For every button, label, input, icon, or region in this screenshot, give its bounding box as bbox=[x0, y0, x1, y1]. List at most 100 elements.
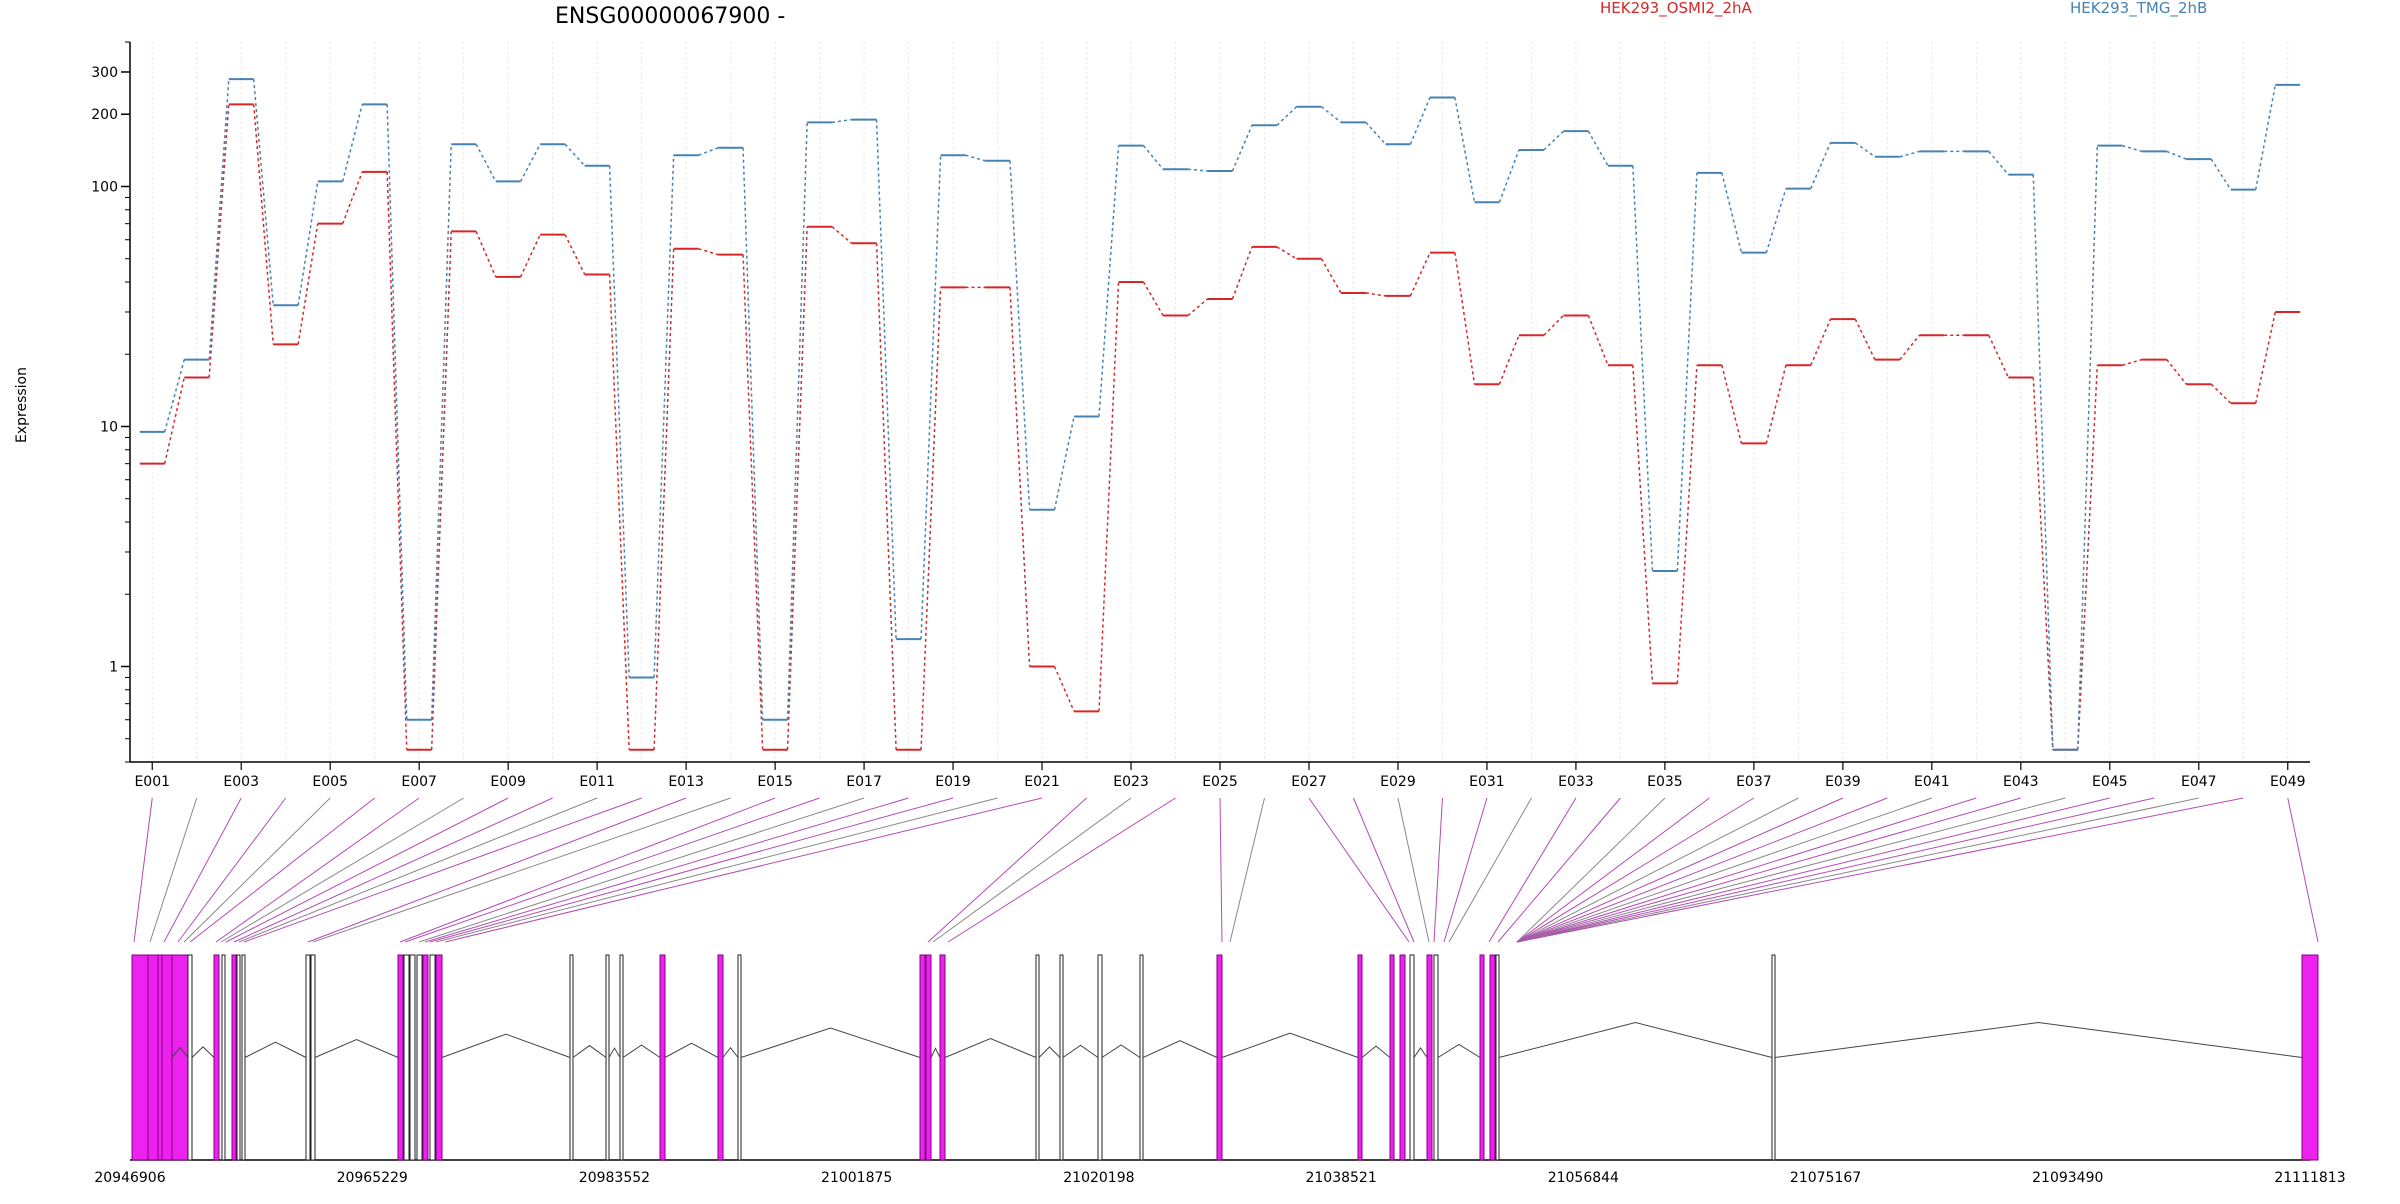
intron-line bbox=[191, 1046, 215, 1058]
exon-block bbox=[1139, 954, 1144, 1161]
connector-line bbox=[519, 234, 541, 278]
exon-block bbox=[1035, 954, 1040, 1161]
exon-block bbox=[403, 954, 410, 1161]
exon-connector bbox=[307, 797, 687, 943]
exon-connector bbox=[1516, 797, 1977, 943]
connector-line bbox=[742, 147, 764, 720]
connector-line bbox=[1231, 246, 1253, 300]
exon-connector bbox=[133, 797, 153, 943]
connector-line bbox=[965, 154, 986, 162]
connector-line bbox=[208, 104, 230, 378]
exon-block bbox=[231, 954, 237, 1161]
exon-block bbox=[435, 954, 443, 1161]
exon-block bbox=[919, 954, 926, 1161]
y-tick-label: 100 bbox=[91, 179, 118, 195]
connector-line bbox=[2166, 359, 2187, 385]
connector-line bbox=[163, 359, 186, 433]
x-tick-label: E021 bbox=[1024, 774, 1060, 790]
exon-connector bbox=[435, 797, 998, 943]
y-tick-label: 300 bbox=[91, 65, 118, 81]
connector-line bbox=[1988, 334, 2010, 378]
exon-connector bbox=[429, 797, 954, 943]
connector-line bbox=[1765, 365, 1787, 444]
exon-block bbox=[310, 954, 316, 1161]
connector-line bbox=[1676, 172, 1698, 572]
connector-line bbox=[2122, 144, 2143, 153]
exon-block bbox=[187, 954, 193, 1161]
connector-line bbox=[430, 144, 452, 720]
exon-connector bbox=[927, 797, 1087, 943]
series-line bbox=[139, 103, 2301, 751]
connector-line bbox=[564, 143, 586, 167]
x-tick-label: E047 bbox=[2181, 774, 2217, 790]
exon-connector bbox=[1516, 797, 2110, 943]
exon-connector bbox=[1229, 797, 1265, 943]
exon-connector bbox=[1516, 797, 1933, 943]
genome-tick-label: 21075167 bbox=[1790, 1170, 1861, 1186]
intron-line bbox=[740, 1027, 921, 1058]
exon-block bbox=[416, 954, 423, 1161]
connector-line bbox=[1231, 124, 1253, 172]
exon-connector bbox=[404, 797, 820, 943]
x-tick-label: E025 bbox=[1202, 774, 1238, 790]
exon-connector bbox=[1308, 797, 1410, 943]
connector-line bbox=[2210, 383, 2232, 404]
connector-line bbox=[297, 181, 319, 306]
x-tick-label: E039 bbox=[1825, 774, 1861, 790]
connector-line bbox=[1676, 365, 1698, 684]
connector-line bbox=[875, 243, 897, 750]
exon-block bbox=[939, 954, 946, 1161]
connector-line bbox=[2166, 150, 2187, 160]
connector-line bbox=[297, 223, 319, 345]
connector-line bbox=[742, 254, 764, 750]
connector-line bbox=[1098, 145, 1120, 417]
connector-line bbox=[2122, 358, 2143, 366]
exon-connector bbox=[243, 797, 642, 943]
x-tick-label: E037 bbox=[1736, 774, 1772, 790]
exon-connector bbox=[225, 797, 509, 943]
y-tick-label: 10 bbox=[100, 419, 118, 435]
exon-connector bbox=[1433, 797, 1443, 943]
x-tick-label: E003 bbox=[223, 774, 259, 790]
connector-line bbox=[2077, 365, 2099, 750]
intron-line bbox=[944, 1038, 1037, 1058]
exon-connector bbox=[1516, 797, 1666, 943]
genome-tick-label: 20983552 bbox=[579, 1170, 650, 1186]
exon-block bbox=[1399, 954, 1406, 1161]
connector-line bbox=[1899, 150, 1920, 158]
connector-line bbox=[1498, 334, 1520, 385]
connector-line bbox=[475, 231, 497, 278]
genome-tick-label: 21093490 bbox=[2032, 1170, 2103, 1186]
connector-line bbox=[831, 118, 852, 124]
connector-line bbox=[1810, 318, 1832, 366]
exon-block bbox=[1357, 954, 1363, 1161]
x-tick-label: E031 bbox=[1469, 774, 1505, 790]
connector-line bbox=[920, 155, 942, 640]
exon-connector bbox=[2287, 797, 2319, 943]
series-line bbox=[139, 78, 2301, 751]
connector-line bbox=[1276, 246, 1297, 260]
connector-line bbox=[1320, 258, 1342, 294]
connector-line bbox=[2254, 311, 2277, 404]
exon-block bbox=[925, 954, 932, 1161]
intron-line bbox=[1413, 1047, 1428, 1058]
connector-line bbox=[1543, 314, 1564, 336]
gene-model-area: 20946906 20965229 20983552 21001875 21020198… bbox=[94, 797, 2346, 1186]
x-tick-label: E041 bbox=[1914, 774, 1950, 790]
exon-block bbox=[569, 954, 574, 1161]
x-tick-label: E023 bbox=[1113, 774, 1149, 790]
plot-area: 1 10 100 200 300 E001 E003 E005 E007 E009 E011 E013… bbox=[91, 41, 2310, 790]
exon-connector bbox=[177, 797, 287, 943]
connector-line bbox=[2032, 377, 2054, 750]
exon-block bbox=[147, 954, 159, 1161]
exon-connector bbox=[418, 797, 865, 943]
intron-line bbox=[1437, 1043, 1481, 1058]
exon-connector bbox=[312, 797, 731, 943]
legend-entry-osmi: HEK293_OSMI2_2hA bbox=[1600, 0, 1753, 18]
exon-block bbox=[221, 954, 226, 1161]
connector-line bbox=[698, 147, 719, 156]
exon-connector bbox=[183, 797, 331, 943]
exon-block bbox=[305, 954, 311, 1161]
intron-line bbox=[1062, 1044, 1099, 1058]
exon-connector bbox=[238, 797, 598, 943]
